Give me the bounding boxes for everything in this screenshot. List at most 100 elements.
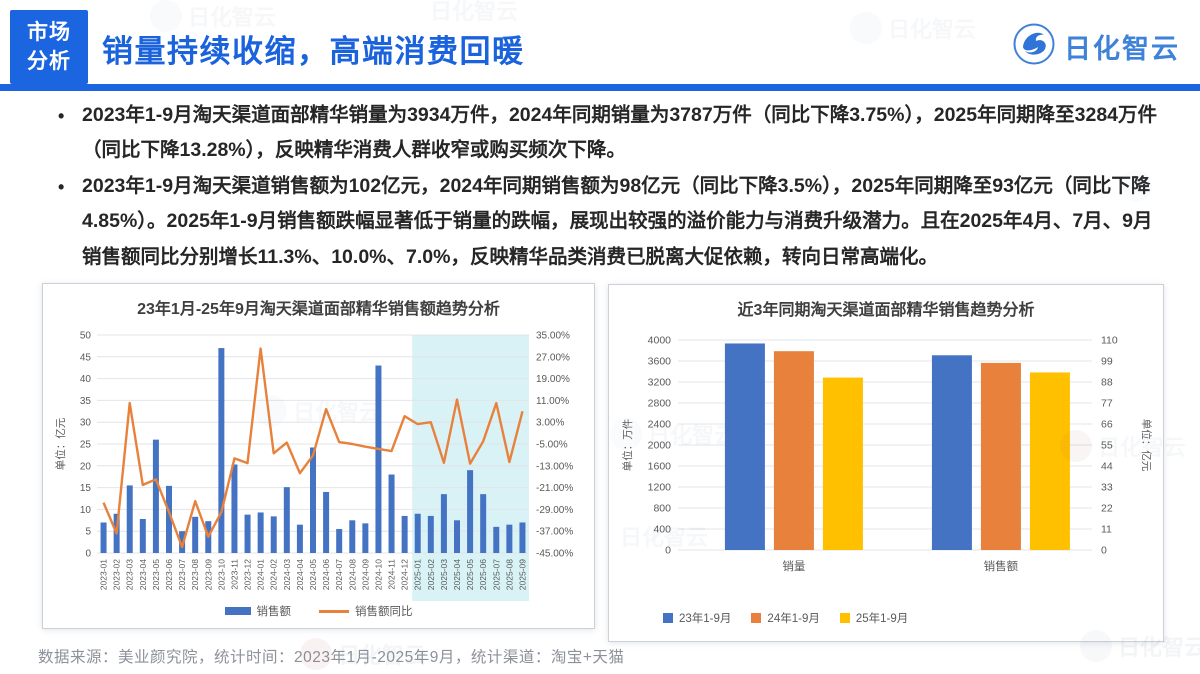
svg-text:2023-12: 2023-12: [243, 559, 253, 590]
page-title: 销量持续收缩，高端消费回暖: [102, 34, 525, 69]
swatch-2025: [839, 613, 850, 623]
svg-text:2024-03: 2024-03: [282, 559, 292, 590]
svg-text:66: 66: [1101, 419, 1113, 431]
svg-text:33: 33: [1101, 482, 1113, 494]
svg-text:30: 30: [80, 418, 92, 429]
svg-text:44: 44: [1101, 461, 1113, 473]
svg-text:2024-07: 2024-07: [334, 559, 344, 590]
svg-text:销售额: 销售额: [984, 559, 1019, 573]
svg-text:19.00%: 19.00%: [536, 374, 570, 385]
svg-text:2024-09: 2024-09: [360, 559, 370, 590]
svg-text:2023-01: 2023-01: [99, 559, 109, 590]
bullet-text: 2023年1-9月淘天渠道销售额为102亿元，2024年同期销售额为98亿元（同…: [82, 174, 1153, 268]
svg-text:27.00%: 27.00%: [536, 352, 570, 363]
svg-text:2000: 2000: [648, 440, 672, 452]
bullet-text: 2023年1-9月淘天渠道面部精华销量为3934万件，2024年同期销量为378…: [82, 104, 1158, 162]
svg-text:2023-07: 2023-07: [177, 559, 187, 590]
svg-text:2023-06: 2023-06: [164, 559, 174, 590]
legend-item-2023: 23年1-9月: [663, 610, 731, 626]
x-axis-labels: 2023-01 2023-02 2023-03 2023-04 2023-05 2023-…: [99, 559, 528, 590]
svg-text:2023-03: 2023-03: [125, 559, 135, 590]
legend-item-yoy: 销售额同比: [319, 603, 413, 619]
data-source-note: 数据来源：美业颜究院，统计时间：2023年1月-2025年9月，统计渠道：淘宝+…: [38, 649, 625, 666]
svg-text:2024-05: 2024-05: [308, 559, 318, 590]
svg-text:11: 11: [1101, 524, 1112, 536]
svg-text:2024-01: 2024-01: [256, 559, 266, 590]
svg-text:2400: 2400: [648, 419, 672, 431]
svg-text:77: 77: [1101, 398, 1113, 410]
header-rule: [0, 84, 1200, 91]
svg-text:单位：亿元: 单位：亿元: [54, 417, 67, 470]
svg-text:3.00%: 3.00%: [536, 418, 564, 429]
section-tag: 市场 分析: [10, 10, 88, 84]
svg-text:2023-08: 2023-08: [190, 559, 200, 590]
swatch-2024: [751, 613, 762, 623]
svg-text:2024-02: 2024-02: [269, 559, 279, 590]
legend-item-sales: 销售额: [224, 603, 292, 619]
svg-text:销量: 销量: [782, 559, 805, 573]
brand-logo: 日化智云: [1012, 22, 1180, 71]
svg-text:2024-12: 2024-12: [400, 559, 410, 590]
legend-label: 销售额: [256, 606, 292, 618]
trend-chart-title: 23年1月-25年9月淘天渠道面部精华销售额趋势分析: [137, 301, 500, 318]
compare-chart-legend: 23年1-9月 24年1-9月 25年1-9月: [609, 610, 1163, 626]
svg-text:单位：万件: 单位：万件: [621, 419, 634, 472]
legend-label: 25年1-9月: [855, 613, 909, 625]
bullet-marker: •: [58, 176, 65, 197]
svg-text:55: 55: [1101, 440, 1113, 452]
yoy-line: [102, 347, 524, 549]
brand-logo-icon: [1012, 22, 1056, 71]
svg-text:2025-06: 2025-06: [478, 559, 488, 590]
svg-text:5: 5: [85, 527, 91, 538]
svg-text:4000: 4000: [648, 335, 672, 347]
svg-text:35.00%: 35.00%: [536, 331, 570, 342]
yoy-line-swatch: [319, 609, 349, 613]
svg-text:2023-09: 2023-09: [203, 559, 213, 590]
bullet-item: • 2023年1-9月淘天渠道面部精华销量为3934万件，2024年同期销量为3…: [58, 98, 1170, 169]
compare-chart-panel: 近3年同期淘天渠道面部精华销售趋势分析 0 0 400 11 800 22 1200 33 16…: [608, 284, 1164, 642]
svg-text:1200: 1200: [648, 482, 672, 494]
svg-text:2024-06: 2024-06: [321, 559, 331, 590]
svg-text:-5.00%: -5.00%: [536, 440, 568, 451]
grouped-bars: 销量 销售额: [724, 343, 1070, 573]
svg-text:2024-10: 2024-10: [373, 559, 383, 590]
svg-text:-21.00%: -21.00%: [536, 483, 573, 494]
watermark: 日化智云: [430, 0, 519, 24]
svg-text:10: 10: [80, 505, 92, 516]
svg-text:-13.00%: -13.00%: [536, 461, 573, 472]
section-tag-line2: 分析: [27, 50, 71, 73]
sales-bars: [100, 348, 526, 553]
svg-text:单位：亿元: 单位：亿元: [1140, 419, 1153, 472]
watermark: 日化智云: [850, 12, 976, 44]
svg-text:88: 88: [1101, 377, 1113, 389]
svg-text:2025-04: 2025-04: [452, 559, 462, 590]
svg-text:800: 800: [653, 503, 671, 515]
svg-text:35: 35: [80, 396, 92, 407]
analysis-bullets: • 2023年1-9月淘天渠道面部精华销量为3934万件，2024年同期销量为3…: [58, 98, 1170, 275]
svg-text:2025-07: 2025-07: [491, 559, 501, 590]
grid-and-axes: 0 0 400 11 800 22 1200 33 1600 44 2000 55 2400 66 2800…: [621, 335, 1153, 557]
highlight-2025-region: [412, 335, 529, 601]
trend-chart-panel: 23年1月-25年9月淘天渠道面部精华销售额趋势分析 35.00% 27.00% 1…: [42, 283, 595, 629]
compare-chart-title: 近3年同期淘天渠道面部精华销售趋势分析: [737, 302, 1035, 319]
svg-text:15: 15: [80, 483, 92, 494]
section-tag-line1: 市场: [27, 20, 71, 44]
svg-text:99: 99: [1101, 356, 1113, 368]
svg-text:1600: 1600: [648, 461, 672, 473]
svg-text:2800: 2800: [648, 398, 672, 410]
svg-text:3200: 3200: [648, 377, 672, 389]
svg-text:2025-02: 2025-02: [426, 559, 436, 590]
swatch-2023: [663, 613, 673, 623]
svg-text:2025-08: 2025-08: [504, 559, 514, 590]
svg-text:0: 0: [85, 549, 91, 560]
svg-text:2023-11: 2023-11: [229, 559, 239, 590]
bullet-marker: •: [58, 106, 65, 126]
svg-text:-37.00%: -37.00%: [536, 527, 573, 538]
svg-text:110: 110: [1101, 335, 1118, 347]
svg-text:22: 22: [1101, 503, 1113, 515]
svg-text:2024-11: 2024-11: [387, 559, 397, 590]
svg-text:2023-04: 2023-04: [138, 559, 148, 590]
legend-label: 销售额同比: [355, 606, 413, 618]
svg-text:11.00%: 11.00%: [536, 396, 569, 407]
compare-chart-svg: 0 0 400 11 800 22 1200 33 1600 44 2000 55 2400 66 2800…: [621, 335, 1153, 574]
